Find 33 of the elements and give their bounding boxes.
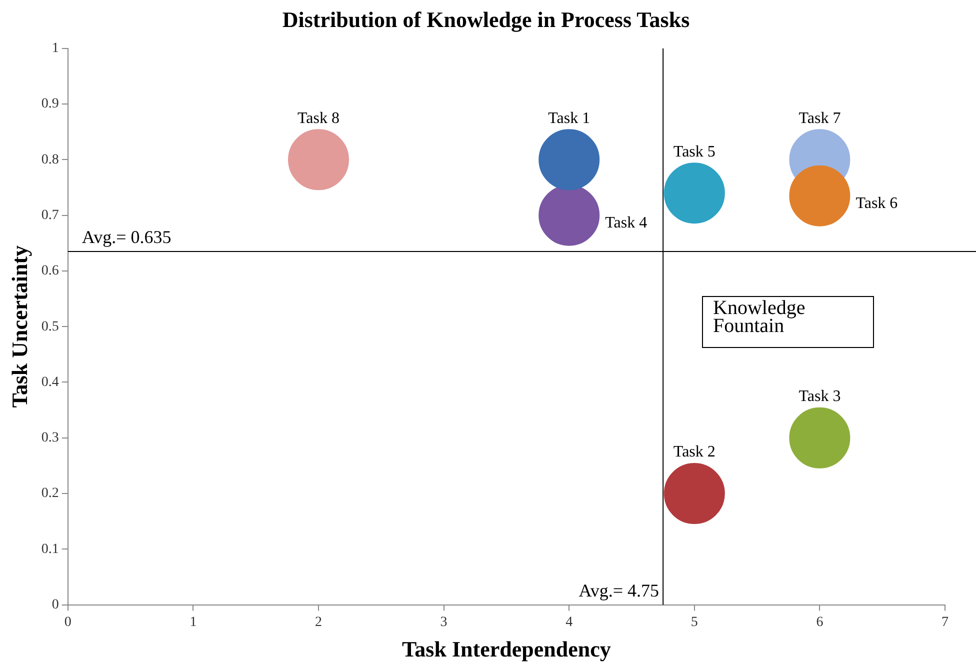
x-tick-label: 5 [690,614,698,630]
series-label: Task 7 [798,110,841,127]
x-tick-label: 4 [566,614,573,630]
y-tick-label: 0.1 [41,542,59,557]
y-tick-label: 0.5 [41,319,59,334]
y-tick-label: 0.3 [41,430,59,446]
y-tick-label: 0.4 [41,374,59,390]
series-label: Task 4 [605,214,648,232]
text-box: Knowledge Fountain [702,296,874,348]
series-label: Task 2 [673,444,716,461]
y-tick-label: 1 [52,41,59,56]
x-tick-label: 1 [190,614,197,630]
y-tick-label: 0.6 [41,264,59,279]
y-tick-label: 0.7 [41,208,59,223]
x-axis-title: Task Interdependency [402,636,611,662]
ref-line-label: Avg.= 0.635 [82,227,172,248]
series-label: Task 5 [673,143,716,160]
y-tick-label: 0.2 [41,486,59,502]
x-tick-label: 2 [315,614,322,630]
chart-title: Distribution of Knowledge in Process Tasks [282,6,690,32]
y-tick-label: 0 [52,597,59,612]
y-axis-title: Task Uncertainty [6,245,32,408]
x-tick-label: 0 [64,614,72,630]
y-tick-label: 0.9 [41,96,59,112]
x-tick-label: 7 [942,614,948,630]
series-label: Task 3 [798,388,841,406]
x-tick-label: 3 [440,614,448,630]
series-label: Task 6 [856,195,898,212]
ref-line-label: Avg.= 4.75 [578,580,660,601]
series-label: Task 8 [298,110,340,127]
x-tick-label: 6 [816,614,824,630]
y-tick-label: 0.8 [41,152,59,168]
series-label: Task 1 [548,110,590,127]
